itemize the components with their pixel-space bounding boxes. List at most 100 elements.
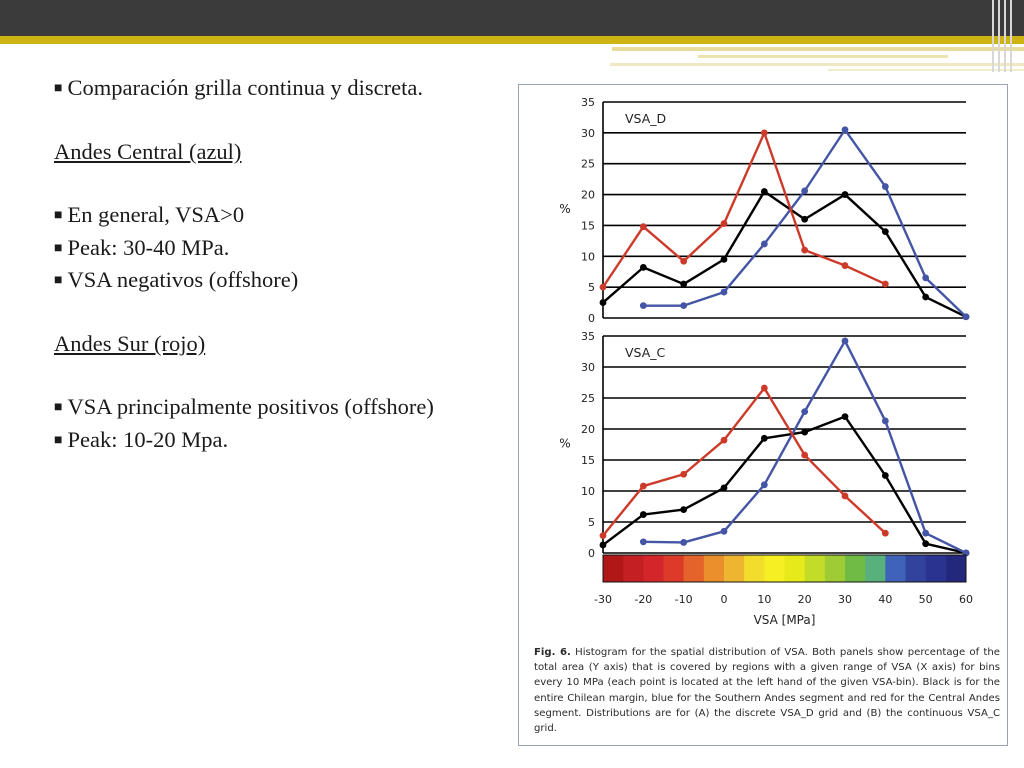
data-point: [599, 541, 607, 549]
data-point: [720, 436, 728, 444]
bullet-icon: ■: [54, 240, 63, 256]
data-point: [801, 215, 809, 223]
x-tick-label: 30: [838, 593, 852, 606]
data-point: [881, 417, 889, 425]
data-point: [841, 413, 849, 420]
data-point: [801, 187, 809, 195]
colorbar-segment: [784, 555, 806, 582]
bullet-icon: ■: [54, 208, 63, 223]
bullet-icon: ■: [54, 273, 63, 288]
data-point: [720, 288, 728, 296]
data-point: [760, 384, 768, 392]
colorbar-segment: [663, 555, 685, 582]
data-point: [801, 408, 809, 416]
y-tick-label: 15: [581, 219, 595, 232]
decorative-line: [610, 63, 1024, 66]
data-point: [639, 538, 647, 546]
y-tick-label: 25: [581, 158, 595, 171]
data-point: [720, 220, 728, 227]
colorbar-segment: [623, 555, 644, 582]
data-point: [680, 257, 688, 265]
figure-caption: Fig. 6. Histogram for the spatial distri…: [534, 645, 1000, 736]
y-tick-label: 10: [581, 485, 595, 498]
data-point: [760, 434, 768, 442]
data-point: [720, 484, 728, 492]
data-point: [841, 126, 849, 134]
x-tick-label: 40: [878, 593, 892, 606]
data-point: [639, 482, 647, 490]
data-point: [922, 529, 930, 537]
y-tick-label: 35: [581, 96, 595, 109]
line-6: ■ VSA negativos (offshore): [54, 264, 474, 297]
line-text: Comparación grilla continua y discreta.: [67, 75, 423, 100]
caption-label: Fig. 6.: [534, 647, 571, 658]
decorative-line: [612, 47, 1024, 51]
data-point: [680, 302, 688, 310]
x-tick-label: -20: [634, 593, 652, 606]
line-2: Andes Central (azul): [54, 136, 474, 168]
colorbar-segment: [603, 555, 624, 582]
bullet-icon: ■: [54, 81, 63, 96]
data-point: [639, 263, 647, 271]
accent-bar: [0, 36, 1024, 44]
colorbar-segment: [683, 555, 705, 582]
data-point: [881, 183, 889, 190]
data-point: [680, 539, 688, 546]
colorbar-segment: [643, 555, 664, 582]
data-point: [801, 451, 809, 459]
y-tick-label: 5: [588, 516, 595, 529]
y-tick-label: 30: [581, 361, 595, 374]
data-point: [599, 283, 607, 291]
colorbar-segment: [804, 555, 826, 582]
x-tick-label: 20: [798, 593, 812, 606]
y-tick-label: 20: [581, 189, 595, 202]
data-point: [881, 228, 889, 236]
data-point: [841, 337, 849, 345]
y-tick-label: 30: [581, 127, 595, 140]
colorbar-segment: [905, 555, 927, 582]
x-tick-label: -30: [594, 593, 612, 606]
line-11: ■ Peak: 10-20 Mpa.: [54, 424, 474, 457]
bullet-icon: ■: [54, 432, 63, 448]
line-text: En general, VSA>0: [67, 202, 245, 227]
data-point: [720, 527, 728, 535]
panel-title-bg: [618, 108, 690, 128]
heading-sur: Andes Sur (rojo): [54, 331, 206, 356]
y-tick-label: 20: [581, 423, 595, 436]
x-tick-label: 0: [721, 593, 728, 606]
x-tick-label: 10: [757, 593, 771, 606]
decorative-line: [992, 0, 994, 72]
colorbar-segment: [945, 555, 967, 582]
y-tick-label: 10: [581, 250, 595, 263]
data-point: [760, 240, 768, 248]
decorative-line: [1004, 0, 1006, 72]
decorative-line: [698, 55, 948, 58]
data-point: [881, 472, 889, 479]
data-point: [922, 540, 930, 548]
data-point: [760, 481, 768, 489]
series-line: [602, 131, 886, 288]
decorative-line: [1010, 0, 1012, 72]
data-point: [881, 280, 889, 288]
line-text: Peak: 10-20 Mpa.: [67, 426, 229, 452]
data-point: [680, 470, 688, 478]
y-tick-label: 15: [581, 454, 595, 467]
slide-text: ■ Comparación grilla continua y discreta.…: [54, 72, 474, 456]
y-axis-label: %: [559, 202, 570, 216]
data-point: [922, 293, 930, 301]
y-tick-label: 5: [588, 281, 595, 294]
series-line: [602, 190, 967, 318]
line-5: ■ Peak: 30-40 MPa.: [54, 232, 474, 265]
colorbar-segment: [865, 555, 886, 582]
data-point: [922, 274, 930, 282]
bullet-icon: ■: [54, 400, 63, 415]
data-point: [680, 280, 688, 288]
colorbar-segment: [845, 555, 866, 582]
decorative-line: [828, 69, 1024, 71]
data-point: [639, 223, 647, 231]
data-point: [680, 506, 688, 513]
colorbar-segment: [764, 555, 785, 582]
data-point: [881, 529, 889, 537]
data-point: [599, 532, 607, 540]
series-line: [602, 415, 967, 555]
